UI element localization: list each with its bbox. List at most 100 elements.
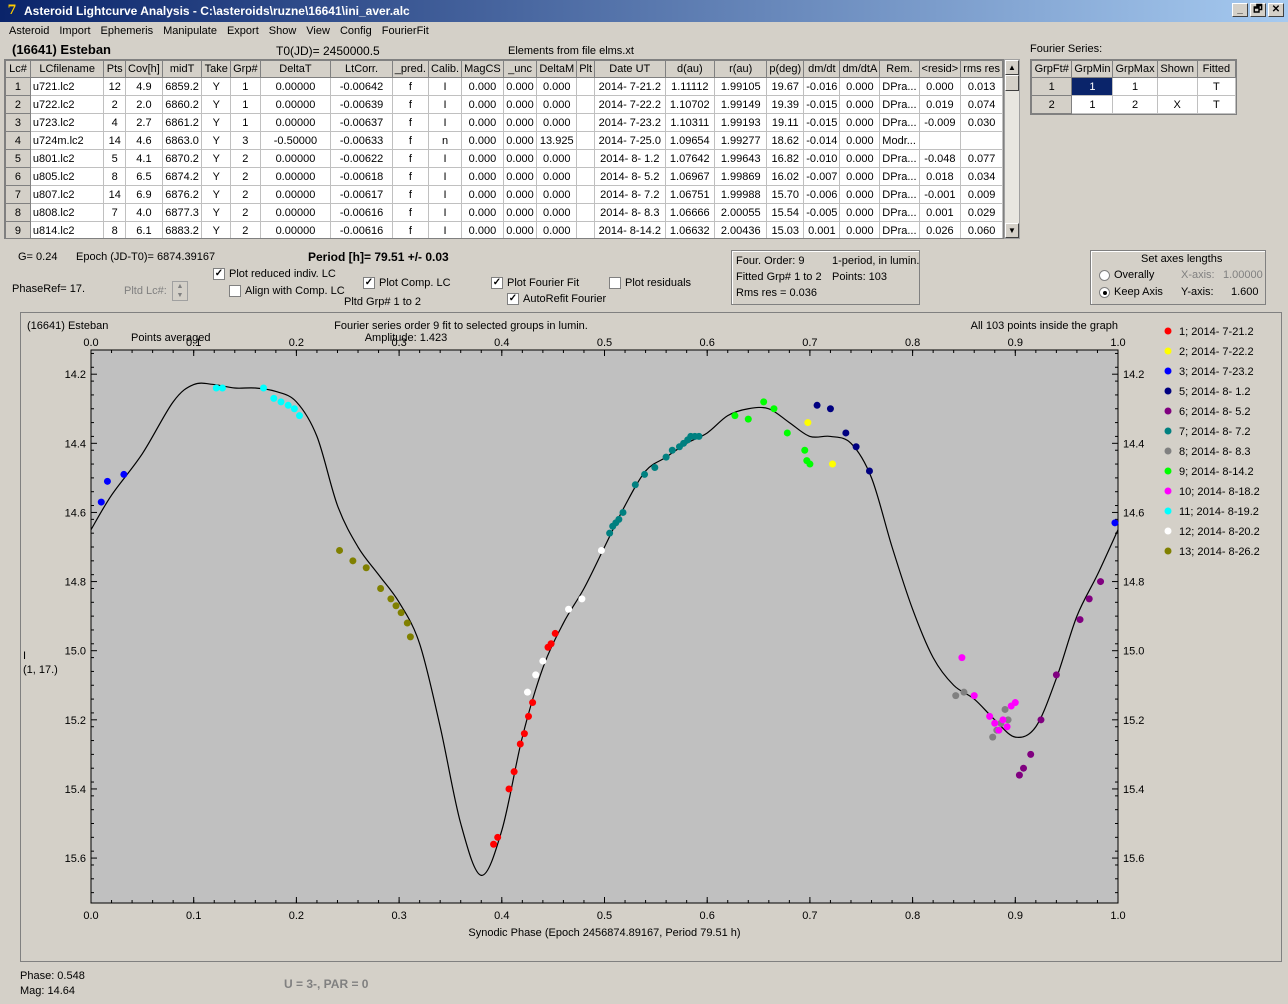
table-cell[interactable]: 1.99643 <box>714 149 768 168</box>
table-cell[interactable]: 1 <box>230 77 261 96</box>
table-cell[interactable]: -0.014 <box>803 131 841 150</box>
table-cell[interactable]: 0.013 <box>960 77 1003 96</box>
restore-button[interactable]: 🗗 <box>1250 3 1266 17</box>
table-cell[interactable]: 0.00000 <box>259 113 332 132</box>
table-cell[interactable]: 6861.2 <box>161 113 203 132</box>
table-cell[interactable]: 1.99193 <box>714 113 768 132</box>
table-cell[interactable] <box>576 149 596 168</box>
table-cell[interactable]: I <box>427 113 463 132</box>
autorefit-checkbox[interactable]: ✓ AutoRefit Fourier <box>507 293 606 306</box>
lightcurve-plot-panel[interactable]: 0.0 0.0 0.1 0.1 0.2 0.2 0.3 0.3 0.4 0.4 0.5 0.5 0.6 0… <box>20 312 1282 962</box>
plot-fourier-checkbox[interactable]: ✓ Plot Fourier Fit <box>491 277 579 290</box>
table-cell[interactable]: 6.9 <box>125 185 163 204</box>
pltd-lc-spinner[interactable]: ▲ ▼ <box>172 281 188 301</box>
table-cell[interactable]: 0.000 <box>839 131 881 150</box>
col-header[interactable]: Date UT <box>594 60 666 78</box>
menu-fourierfit[interactable]: FourierFit <box>381 25 429 37</box>
col-header[interactable]: midT <box>161 60 203 78</box>
table-cell[interactable]: 15.03 <box>766 221 805 238</box>
cell[interactable]: 1 <box>1071 95 1114 114</box>
table-cell[interactable]: 0.000 <box>502 167 538 186</box>
align-comp-checkbox[interactable]: Align with Comp. LC <box>229 285 345 298</box>
col-header[interactable]: DeltaM <box>536 60 578 78</box>
table-cell[interactable]: 0.009 <box>960 185 1003 204</box>
table-cell[interactable]: 0.000 <box>839 221 881 238</box>
table-cell[interactable] <box>576 167 596 186</box>
table-cell[interactable]: DPra... <box>879 167 920 186</box>
table-cell[interactable]: I <box>427 167 463 186</box>
cell[interactable]: 1 <box>1030 77 1073 96</box>
table-row[interactable]: 8 u808.lc2 7 4.0 6877.3 Y 2 0.00000 -0.00616 f I 0.… <box>5 203 1003 222</box>
overally-radio[interactable]: Overally <box>1099 269 1154 281</box>
table-row[interactable]: 5 u801.lc2 5 4.1 6870.2 Y 2 0.00000 -0.00622 f I 0.… <box>5 149 1003 168</box>
col-header[interactable]: d(au) <box>664 60 716 78</box>
table-cell[interactable]: 0.00000 <box>259 77 332 96</box>
table-cell[interactable]: 0.00000 <box>259 203 332 222</box>
table-cell[interactable]: 0.000 <box>839 167 881 186</box>
cell[interactable] <box>1156 77 1198 96</box>
table-cell[interactable]: 0.00000 <box>259 95 332 114</box>
table-cell[interactable]: -0.00639 <box>330 95 393 114</box>
table-cell[interactable]: 0.000 <box>502 77 538 96</box>
table-cell[interactable]: 19.39 <box>766 95 805 114</box>
xaxis-value[interactable]: 1.00000 <box>1223 269 1263 281</box>
col-header[interactable]: Plt <box>576 60 596 78</box>
table-cell[interactable]: 2014- 7-23.2 <box>594 113 666 132</box>
table-cell[interactable]: 1.99988 <box>714 185 768 204</box>
table-row[interactable]: 7 u807.lc2 14 6.9 6876.2 Y 2 0.00000 -0.00617 f I 0… <box>5 185 1003 204</box>
table-cell[interactable]: -0.015 <box>803 95 841 114</box>
table-cell[interactable]: -0.006 <box>803 185 841 204</box>
table-cell[interactable]: 0.000 <box>839 77 881 96</box>
table-cell[interactable]: 3 <box>230 131 261 150</box>
table-cell[interactable]: I <box>427 149 463 168</box>
table-cell[interactable]: I <box>427 95 463 114</box>
table-cell[interactable]: DPra... <box>879 113 920 132</box>
table-cell[interactable]: 0.000 <box>839 203 881 222</box>
table-cell[interactable]: 0.000 <box>839 185 881 204</box>
table-cell[interactable]: -0.007 <box>803 167 841 186</box>
table-cell[interactable]: 0.018 <box>918 167 962 186</box>
table-cell[interactable] <box>918 131 962 150</box>
table-cell[interactable]: 4.0 <box>125 203 163 222</box>
table-cell[interactable]: 1.07642 <box>664 149 716 168</box>
table-cell[interactable]: 1 <box>230 113 261 132</box>
cell-selected[interactable]: 1 <box>1071 77 1114 96</box>
scroll-down-icon[interactable]: ▼ <box>1005 223 1019 238</box>
table-cell[interactable]: 0.000 <box>536 149 578 168</box>
table-cell[interactable]: u814.lc2 <box>29 221 105 238</box>
table-cell[interactable]: 15.54 <box>766 203 805 222</box>
table-cell[interactable]: 0.000 <box>461 95 504 114</box>
fourier-series-table[interactable]: GrpFt# GrpMin GrpMax Shown Fitted 1 1 1 … <box>1030 59 1237 115</box>
col-header[interactable]: Calib. <box>427 60 463 78</box>
table-row[interactable]: 3 u723.lc2 4 2.7 6861.2 Y 1 0.00000 -0.00637 f I 0.… <box>5 113 1003 132</box>
table-cell[interactable]: 6 <box>5 167 31 186</box>
scroll-thumb[interactable] <box>1005 75 1019 91</box>
table-cell[interactable]: 1.10311 <box>664 113 716 132</box>
table-cell[interactable]: 1.06666 <box>664 203 716 222</box>
keep-axis-radio[interactable]: Keep Axis <box>1099 286 1163 298</box>
table-cell[interactable]: 5 <box>5 149 31 168</box>
table-cell[interactable]: DPra... <box>879 203 920 222</box>
col-header[interactable]: p(deg) <box>766 60 805 78</box>
lightcurve-plot[interactable]: 0.0 0.0 0.1 0.1 0.2 0.2 0.3 0.3 0.4 0.4 0.5 0.5 0.6 0… <box>21 313 1283 963</box>
table-cell[interactable]: 2 <box>230 221 261 238</box>
cell[interactable]: X <box>1156 95 1198 114</box>
table-cell[interactable]: u723.lc2 <box>29 113 105 132</box>
table-cell[interactable]: 0.000 <box>461 113 504 132</box>
table-cell[interactable]: 2014- 8- 8.3 <box>594 203 666 222</box>
table-cell[interactable]: 15.70 <box>766 185 805 204</box>
table-cell[interactable]: u808.lc2 <box>29 203 105 222</box>
table-cell[interactable]: 2014- 8- 1.2 <box>594 149 666 168</box>
table-cell[interactable]: 0.00000 <box>259 149 332 168</box>
table-cell[interactable]: Y <box>201 185 232 204</box>
table-cell[interactable]: 4.9 <box>125 77 163 96</box>
menu-view[interactable]: View <box>306 25 330 37</box>
table-cell[interactable]: -0.010 <box>803 149 841 168</box>
plot-residuals-checkbox[interactable]: Plot residuals <box>609 277 691 290</box>
table-cell[interactable]: 0.000 <box>502 95 538 114</box>
table-cell[interactable]: Y <box>201 149 232 168</box>
table-cell[interactable]: Y <box>201 77 232 96</box>
table-cell[interactable]: 0.077 <box>960 149 1003 168</box>
table-cell[interactable]: 14 <box>103 131 127 150</box>
table-cell[interactable]: 1.06967 <box>664 167 716 186</box>
